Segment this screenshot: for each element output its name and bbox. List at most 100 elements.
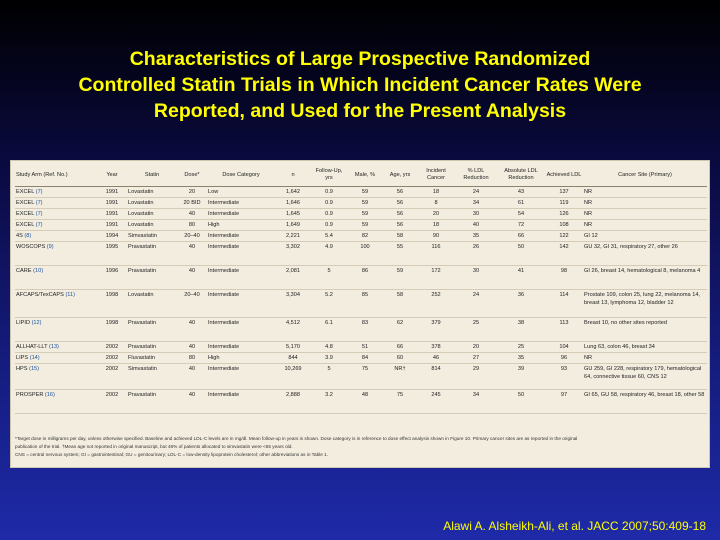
cell-pct-ldl-reduction: 30 <box>455 208 497 220</box>
table-row: EXCEL (7) 1991 Lovastatin 20 Low 1,642 0.9 59 56… <box>15 186 707 198</box>
reference-link[interactable]: (12) <box>31 320 42 326</box>
title-line: Controlled Statin Trials in Which Incide… <box>78 74 642 96</box>
cell-cancer-site: Prostate 109, colon 25, lung 22, melanom… <box>583 289 707 318</box>
cell-incident-cancer: 18 <box>417 219 455 231</box>
table-row: LIPID (12) 1998 Pravastatin 40 Intermediate 4… <box>15 317 707 342</box>
cell-study-arm: EXCEL (7) <box>15 219 97 231</box>
reference-link[interactable]: (13) <box>48 344 59 350</box>
trials-table: Study Arm (Ref. No.) Year Statin Dose* D… <box>15 164 707 414</box>
study-name: CARE <box>16 268 32 274</box>
cell-pct-ldl-reduction: 27 <box>455 352 497 364</box>
cell-male: 83 <box>347 317 383 342</box>
table-row: EXCEL (7) 1991 Lovastatin 20 BID Intermediat… <box>15 197 707 209</box>
cell-follow-up: 0.9 <box>311 219 347 231</box>
cell-statin: Pravastatin <box>127 317 177 342</box>
cell-cancer-site: GU 32, GI 31, respiratory 27, other 26 <box>583 241 707 266</box>
cell-achieved-ldl: 142 <box>545 241 583 266</box>
cell-follow-up: 5.4 <box>311 230 347 242</box>
cell-male: 86 <box>347 265 383 290</box>
reference-link[interactable]: (15) <box>29 366 40 372</box>
cell-dose-category: Intermediate <box>207 241 275 266</box>
reference-link[interactable]: (11) <box>65 292 75 298</box>
cell-follow-up: 3.9 <box>311 352 347 364</box>
study-name: EXCEL <box>16 200 35 206</box>
cell-dose-category: Intermediate <box>207 341 275 353</box>
cell-age: 56 <box>383 219 417 231</box>
cell-dose-category: Intermediate <box>207 289 275 318</box>
cell-abs-ldl-reduction: 41 <box>497 265 545 290</box>
cell-abs-ldl-reduction: 35 <box>497 352 545 364</box>
reference-link[interactable]: (7) <box>35 222 43 228</box>
header-incident-cancer: Incident Cancer <box>417 164 455 187</box>
cell-n: 1,645 <box>275 208 311 220</box>
cell-male: 100 <box>347 241 383 266</box>
header-age: Age, yrs <box>383 164 417 187</box>
cell-year: 1998 <box>97 317 127 342</box>
reference-link[interactable]: (7) <box>35 200 43 206</box>
reference-link[interactable]: (7) <box>35 189 43 195</box>
cell-dose: 40 <box>177 317 207 342</box>
title-line: Reported, and Used for the Present Analy… <box>153 100 567 122</box>
cell-abs-ldl-reduction: 61 <box>497 197 545 209</box>
cell-incident-cancer: 252 <box>417 289 455 318</box>
cell-year: 1998 <box>97 289 127 318</box>
cell-dose: 40 <box>177 265 207 290</box>
cell-achieved-ldl: 108 <box>545 219 583 231</box>
cell-statin: Simvastatin <box>127 363 177 390</box>
cell-cancer-site: GI 26, breast 14, hematological 8, melan… <box>583 265 707 290</box>
cell-age: 60 <box>383 352 417 364</box>
cell-dose-category: Intermediate <box>207 389 275 414</box>
cell-age: 55 <box>383 241 417 266</box>
cell-study-arm: PROSPER (16) <box>15 389 97 414</box>
reference-link[interactable]: (16) <box>44 392 55 398</box>
cell-n: 3,302 <box>275 241 311 266</box>
cell-achieved-ldl: 114 <box>545 289 583 318</box>
cell-cancer-site: NR <box>583 208 707 220</box>
cell-achieved-ldl: 113 <box>545 317 583 342</box>
cell-statin: Lovastatin <box>127 289 177 318</box>
header-statin: Statin <box>127 164 177 187</box>
cell-n: 10,269 <box>275 363 311 390</box>
reference-link[interactable]: (8) <box>24 233 32 239</box>
reference-link[interactable]: (9) <box>46 244 54 250</box>
table-row: PROSPER (16) 2002 Pravastatin 40 Intermediat… <box>15 389 707 414</box>
cell-cancer-site: NR <box>583 219 707 231</box>
cell-dose: 80 <box>177 352 207 364</box>
cell-male: 59 <box>347 208 383 220</box>
cell-follow-up: 6.1 <box>311 317 347 342</box>
cell-year: 1991 <box>97 186 127 198</box>
cell-incident-cancer: 46 <box>417 352 455 364</box>
cell-follow-up: 0.9 <box>311 186 347 198</box>
cell-dose: 80 <box>177 219 207 231</box>
table-footnotes: *Target dose in milligrams per day, unle… <box>15 435 707 459</box>
cell-dose-category: Intermediate <box>207 197 275 209</box>
cell-dose: 40 <box>177 363 207 390</box>
cell-n: 3,304 <box>275 289 311 318</box>
reference-link[interactable]: (7) <box>35 211 43 217</box>
cell-abs-ldl-reduction: 66 <box>497 230 545 242</box>
reference-link[interactable]: (10) <box>33 268 44 274</box>
table-row: EXCEL (7) 1991 Lovastatin 40 Intermediate 1,6… <box>15 208 707 220</box>
cell-age: 58 <box>383 289 417 318</box>
cell-study-arm: 4S (8) <box>15 230 97 242</box>
header-abs-ldl-reduction: Absolute LDL Reduction <box>497 164 545 187</box>
cell-statin: Fluvastatin <box>127 352 177 364</box>
table-row: LIPS (14) 2002 Fluvastatin 80 High 844 3.9 84 60… <box>15 352 707 364</box>
footnote-line: *Target dose in milligrams per day, unle… <box>15 436 578 441</box>
cell-incident-cancer: 20 <box>417 208 455 220</box>
cell-n: 1,646 <box>275 197 311 209</box>
cell-statin: Pravastatin <box>127 265 177 290</box>
cell-incident-cancer: 90 <box>417 230 455 242</box>
cell-statin: Lovastatin <box>127 219 177 231</box>
slide-title: Characteristics of Large Prospective Ran… <box>20 46 700 124</box>
cell-statin: Pravastatin <box>127 341 177 353</box>
reference-link[interactable]: (14) <box>29 355 40 361</box>
cell-dose-category: Intermediate <box>207 265 275 290</box>
cell-n: 4,512 <box>275 317 311 342</box>
cell-pct-ldl-reduction: 26 <box>455 241 497 266</box>
cell-abs-ldl-reduction: 50 <box>497 241 545 266</box>
cell-age: 56 <box>383 208 417 220</box>
header-follow-up: Follow-Up, yrs <box>311 164 347 187</box>
cell-achieved-ldl: 97 <box>545 389 583 414</box>
cell-dose-category: High <box>207 352 275 364</box>
